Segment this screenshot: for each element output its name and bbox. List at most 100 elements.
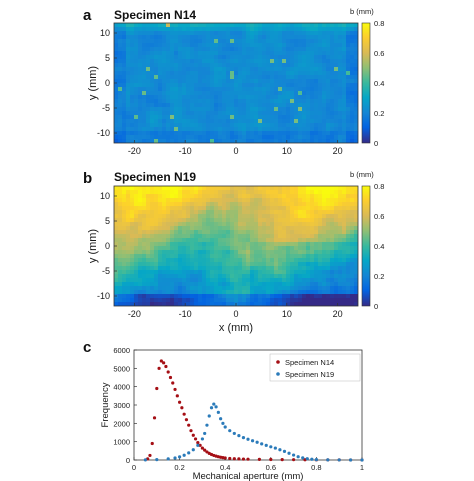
heatmap-a-cell [254,135,259,140]
heatmap-a-cell [274,103,279,108]
heatmap-b-cell [134,234,139,239]
heatmap-b-cell [254,298,259,303]
heatmap-a-cell [290,123,295,128]
heatmap-b-cell [210,242,215,247]
heatmap-a-cell [150,119,155,124]
heatmap-a-cell [350,131,355,136]
heatmap-b-cell [334,194,339,199]
heatmap-b-cell [218,274,223,279]
heatmap-b-xtick-label: -10 [179,309,192,319]
heatmap-a-cell [166,95,171,100]
heatmap-b-cell [246,294,251,299]
heatmap-a-cell [234,131,239,136]
heatmap-a-cell [194,55,199,60]
heatmap-a-cell [330,127,335,132]
heatmap-b-cell [302,206,307,211]
heatmap-a-cell [294,83,299,88]
heatmap-a-cell [134,67,139,72]
heatmap-b-cell [214,202,219,207]
heatmap-a-cell [342,103,347,108]
heatmap-a-cell [166,71,171,76]
heatmap-a-cell [314,63,319,68]
heatmap-b-cell [270,226,275,231]
heatmap-b-cell [138,214,143,219]
heatmap-b-cell [322,186,327,191]
heatmap-b-cell [350,294,355,299]
heatmap-b-cell [306,294,311,299]
heatmap-a-ytick-label: -10 [97,128,110,138]
heatmap-b-cell [274,194,279,199]
heatmap-a-cell [322,59,327,64]
heatmap-b-cell [150,210,155,215]
heatmap-a-cell [350,59,355,64]
heatmap-a-cell [210,23,215,28]
heatmap-a-cell [270,27,275,32]
heatmap-b-cell [290,190,295,195]
heatmap-b-cell [270,258,275,263]
heatmap-b-cell [146,190,151,195]
heatmap-b-cell [258,198,263,203]
heatmap-a-cell [166,79,171,84]
heatmap-b-cell [126,262,131,267]
heatmap-b-cell [274,286,279,291]
heatmap-b-cell [262,198,267,203]
heatmap-b-cell [278,218,283,223]
heatmap-a-cell [310,63,315,68]
heatmap-a-cell [218,139,223,143]
heatmap-a-cell [114,111,119,116]
heatmap-b-cell [262,262,267,267]
heatmap-b-cell [314,206,319,211]
heatmap-b-cell [138,270,143,275]
heatmap-b-cell [222,194,227,199]
heatmap-b-cell [314,298,319,303]
heatmap-b-cell [134,190,139,195]
heatmap-b-cell [150,218,155,223]
heatmap-b-cell [286,194,291,199]
heatmap-b-cell [318,202,323,207]
heatmap-b-cell [222,206,227,211]
heatmap-b-cell [226,258,231,263]
data-point-n19 [349,458,353,462]
heatmap-b-cell [218,214,223,219]
heatmap-a-cell [198,47,203,52]
heatmap-b-cell [290,230,295,235]
heatmap-b-cell [178,242,183,247]
heatmap-a-cell [146,139,151,143]
heatmap-b-cell [118,270,123,275]
heatmap-a-cell [118,31,123,36]
heatmap-b-cell [330,214,335,219]
heatmap-a-cell [214,135,219,140]
heatmap-b-cell [170,274,175,279]
heatmap-a-cell [190,79,195,84]
heatmap-a-cell [210,111,215,116]
heatmap-a-cell [350,51,355,56]
heatmap-a-cell [170,119,175,124]
heatmap-b-cell [262,218,267,223]
heatmap-b-cell [222,238,227,243]
heatmap-a-cell [162,139,167,143]
heatmap-a-cell [238,79,243,84]
heatmap-a-cell [346,51,351,56]
heatmap-b-cell [274,214,279,219]
heatmap-a-cell [310,123,315,128]
heatmap-b-cell [202,270,207,275]
heatmap-a-xtick-label: -10 [179,146,192,156]
heatmap-b-cell [238,258,243,263]
heatmap-b-cell [238,218,243,223]
heatmap-a-cell [162,67,167,72]
heatmap-b-cell [122,258,127,263]
heatmap-a-cell [350,79,355,84]
heatmap-a-cell [242,47,247,52]
heatmap-a-cell [214,55,219,60]
heatmap-b-cell [138,190,143,195]
heatmap-b-cell [266,274,271,279]
heatmap-b-cell [294,226,299,231]
heatmap-b-cell [134,230,139,235]
heatmap-b-cell [190,214,195,219]
heatmap-a-cell [226,35,231,40]
heatmap-a-cell [122,27,127,32]
heatmap-a-cell [298,67,303,72]
heatmap-b-cell [154,278,159,283]
heatmap-b-cell [250,186,255,191]
heatmap-a-cell [186,131,191,136]
